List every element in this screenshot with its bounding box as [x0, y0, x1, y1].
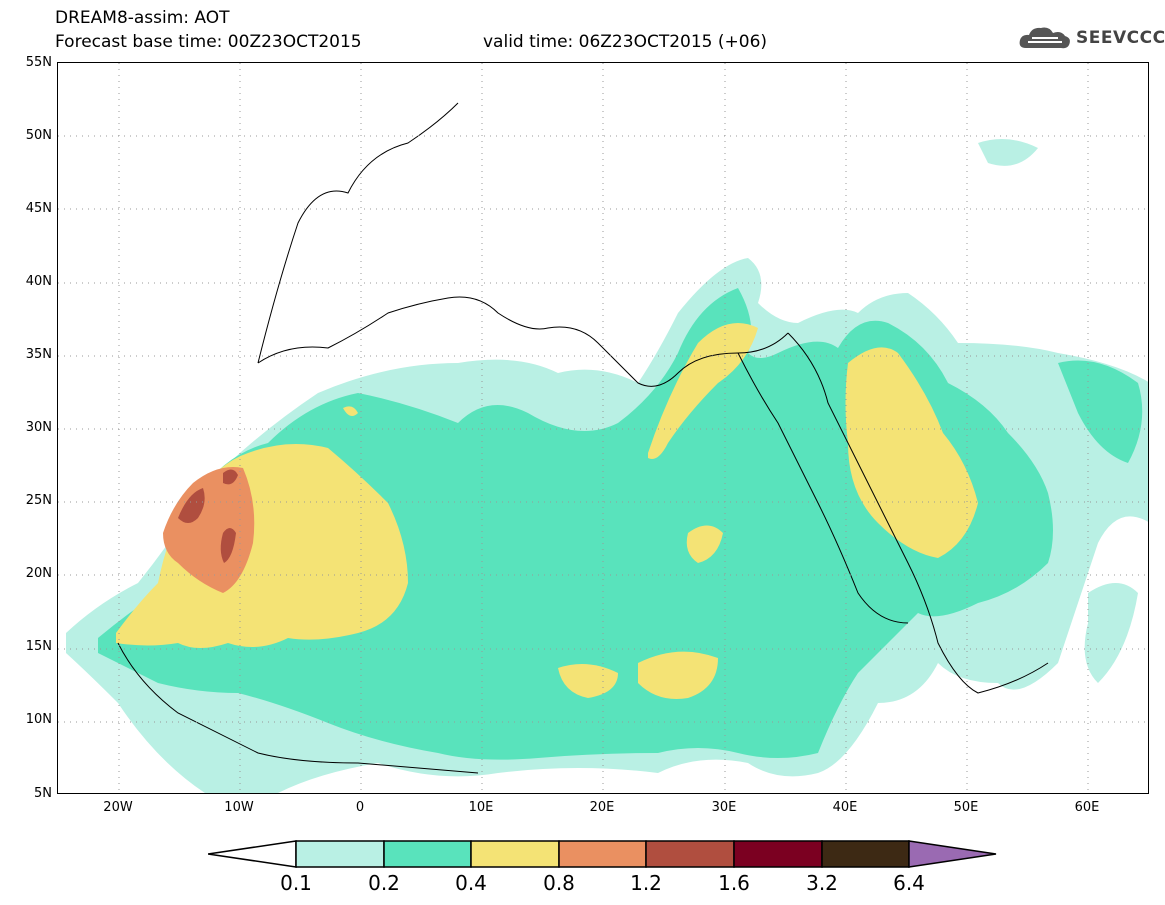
colorbar-segment-3.2 [821, 840, 910, 868]
graticule [58, 63, 1148, 793]
colorbar-label-0.1: 0.1 [280, 871, 312, 895]
colorbar-segment-0.1 [295, 840, 385, 868]
lon-label-50e: 50E [953, 800, 979, 815]
colorbar-label-3.2: 3.2 [806, 871, 838, 895]
forecast-base-time: Forecast base time: 00Z23OCT2015 [55, 32, 362, 52]
logo-text: SEEVCCC [1076, 28, 1165, 48]
lat-label-25n: 25N [25, 493, 52, 508]
valid-time: valid time: 06Z23OCT2015 (+06) [483, 32, 768, 52]
colorbar-segment-0.8 [558, 840, 647, 868]
colorbar-label-0.8: 0.8 [543, 871, 575, 895]
colorbar-label-0.2: 0.2 [368, 871, 400, 895]
colorbar-segment-above [908, 840, 997, 868]
colorbar-label-1.2: 1.2 [630, 871, 662, 895]
lat-label-55n: 55N [25, 55, 52, 70]
lat-label-40n: 40N [25, 274, 52, 289]
colorbar-segment-0.4 [470, 840, 560, 868]
aot-band-0.8 [163, 467, 255, 593]
lon-label-60e: 60E [1074, 800, 1100, 815]
colorbar-label-1.6: 1.6 [718, 871, 750, 895]
lat-label-50n: 50N [25, 128, 52, 143]
lat-label-5n: 5N [34, 786, 52, 801]
aot-band-1.2 [178, 469, 238, 563]
aot-band-0.4 [116, 323, 978, 699]
lat-label-15n: 15N [25, 639, 52, 654]
lat-label-20n: 20N [25, 566, 52, 581]
colorbar-segment-0.2 [383, 840, 472, 868]
lat-label-30n: 30N [25, 420, 52, 435]
aot-band-0.2 [98, 288, 1143, 760]
lat-label-45n: 45N [25, 201, 52, 216]
map-area [57, 62, 1149, 794]
lon-label-30e: 30E [711, 800, 737, 815]
colorbar [208, 840, 997, 868]
colorbar-label-6.4: 6.4 [893, 871, 925, 895]
lon-label-10e: 10E [468, 800, 494, 815]
lon-label-0: 0 [355, 800, 365, 815]
aot-map [58, 63, 1148, 793]
lon-label-20w: 20W [103, 800, 133, 815]
map-title: DREAM8-assim: AOT [55, 8, 230, 28]
colorbar-segment-below [208, 840, 297, 868]
colorbar-segment-1.6 [733, 840, 823, 868]
colorbar-segment-1.2 [645, 840, 735, 868]
cloud-icon [1019, 27, 1070, 49]
coastlines [117, 102, 1049, 774]
seevccc-logo: SEEVCCC [1018, 24, 1165, 52]
colorbar-label-0.4: 0.4 [455, 871, 487, 895]
lon-label-20e: 20E [589, 800, 615, 815]
lon-label-40e: 40E [832, 800, 858, 815]
lat-label-10n: 10N [25, 712, 52, 727]
lat-label-35n: 35N [25, 347, 52, 362]
lon-label-10w: 10W [224, 800, 254, 815]
